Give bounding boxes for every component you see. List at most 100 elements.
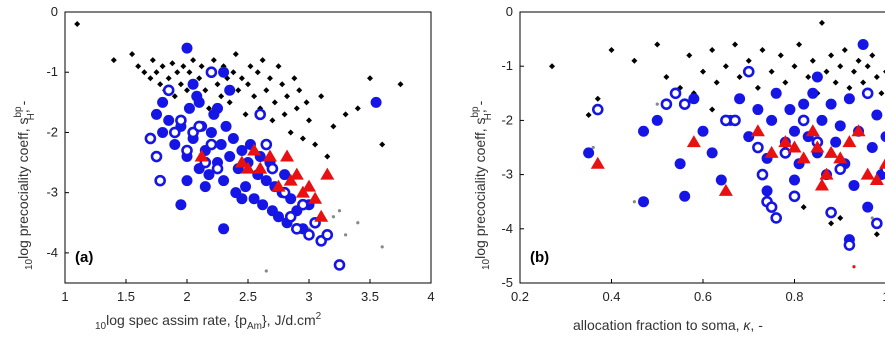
- panel-a-data-point-diamond: [306, 117, 312, 124]
- panel-a-data-point-diamond: [169, 60, 176, 67]
- panel-a-data-point-open-circle: [205, 66, 218, 79]
- panel-a-data-point-dot: [344, 233, 348, 237]
- panel-a-data-point-dot: [331, 215, 335, 219]
- panel-a-xlabel-sup: 2: [316, 311, 322, 322]
- panel-a-data-point-open-circle: [211, 162, 224, 175]
- panel-a-data-point-open-circle: [303, 229, 315, 241]
- panel-a-data-point-diamond: [318, 93, 325, 100]
- panel-a-x-tick-label: 1: [61, 289, 68, 304]
- panel-b-data-point-open-circle: [678, 98, 691, 110]
- panel-a-data-point-filled-circle: [203, 169, 215, 181]
- panel-a-label: (a): [75, 249, 93, 266]
- panel-a-y-tick-label: 0: [51, 4, 58, 19]
- panel-b-data-point-diamond: [878, 90, 885, 97]
- panel-a-data-point-open-circle: [266, 162, 279, 175]
- panel-b-data-point-diamond: [791, 63, 798, 70]
- panel-b-data-point-open-circle: [779, 147, 792, 159]
- panel-a-data-point-diamond: [397, 81, 404, 88]
- panel-a-data-point-triangle: [320, 167, 335, 180]
- panel-a-data-point-diamond: [129, 51, 136, 58]
- panel-b-data-point-diamond: [837, 63, 844, 70]
- panel-b-data-point-diamond: [608, 46, 615, 53]
- panel-a-y-tick-label: -3: [46, 185, 58, 200]
- panel-b-data-point-filled-circle: [651, 114, 663, 126]
- panel-a-data-point-diamond: [312, 141, 319, 148]
- panel-a-data-point-open-circle: [162, 84, 175, 97]
- panel-a-xlabel-post: }, J/d.cm: [262, 312, 316, 328]
- panel-b-data-point-triangle: [778, 135, 793, 148]
- panel-b-data-point-diamond: [663, 74, 670, 81]
- panel-b-data-point-filled-circle: [866, 142, 878, 153]
- panel-a-data-point-diamond: [186, 69, 193, 76]
- panel-a-data-point-diamond: [263, 87, 270, 94]
- panel-b-data-point-triangle: [869, 173, 884, 186]
- panel-a-data-point-filled-circle: [257, 199, 269, 211]
- panel-b-data-point-diamond: [759, 46, 766, 53]
- panel-a-data-point-triangle: [241, 161, 255, 174]
- panel-b-data-point-diamond: [722, 63, 729, 70]
- panel-b-data-point-filled-circle: [752, 104, 764, 116]
- panel-b-data-point-filled-circle: [798, 98, 810, 110]
- panel-a-data-point-filled-circle: [370, 96, 382, 108]
- panel-b-data-point-diamond: [709, 106, 716, 113]
- panel-b-data-point-diamond: [700, 68, 706, 75]
- panel-a-data-point-diamond: [230, 69, 237, 76]
- panel-a-data-point-filled-circle: [183, 102, 195, 114]
- panel-a-data-point-open-circle: [290, 223, 303, 235]
- panel-a-data-point-diamond: [324, 153, 331, 160]
- panel-a-data-point-dot: [380, 245, 384, 249]
- panel-b-data-point-diamond: [745, 57, 752, 64]
- panel-a-x-tick-label: 4: [427, 289, 434, 304]
- panel-a-data-point-diamond: [266, 75, 273, 82]
- panel-a-data-point-dot: [356, 221, 360, 225]
- panel-b-data-point-diamond: [796, 41, 803, 48]
- panel-b-data-point-triangle: [686, 135, 701, 148]
- panel-a-data-point-diamond: [287, 129, 294, 136]
- panel-b-data-point-triangle: [824, 145, 839, 158]
- panel-b-data-point-triangle: [796, 151, 811, 164]
- panel-b-data-point-diamond: [777, 52, 784, 59]
- panel-b-xlabel-main: allocation fraction to soma,: [573, 317, 743, 333]
- panel-b-data-point-triangle: [718, 183, 733, 196]
- panel-a-data-point-diamond: [157, 81, 164, 88]
- panel-a-data-point-diamond: [141, 69, 148, 76]
- panel-a-data-point-filled-circle: [218, 66, 230, 78]
- panel-a-data-point-dot: [264, 269, 268, 273]
- panel-a-data-point-diamond: [159, 63, 166, 70]
- panel-a-data-point-open-circle: [205, 138, 218, 151]
- panel-a-data-point-diamond: [135, 63, 142, 70]
- panel-a-data-point-open-circle: [169, 126, 181, 139]
- panel-a-data-point-diamond: [198, 63, 205, 70]
- panel-a-data-point-filled-circle: [218, 223, 230, 235]
- panel-a-ylabel-main: log precociality coeff, s: [15, 118, 31, 259]
- panel-a-data-point-filled-circle: [181, 42, 193, 54]
- panel-b-data-point-diamond: [873, 231, 880, 238]
- panel-a-data-point-triangle: [283, 173, 298, 186]
- panel-a-x-axis-label: 10log spec assim rate, {pAm}, J/d.cm2: [95, 311, 322, 332]
- panel-a-data-point-diamond: [165, 75, 172, 82]
- panel-a-data-point-diamond: [354, 105, 361, 112]
- panel-a-data-point-filled-circle: [205, 126, 217, 138]
- panel-a-data-point-triangle: [234, 155, 249, 168]
- panel-a-data-point-filled-circle: [157, 96, 169, 108]
- panel-b-data-point-filled-circle: [583, 147, 595, 159]
- panel-a-y-ticks: -4 -3 -2 -1 0: [46, 4, 69, 260]
- panel-a-data-point-diamond: [245, 81, 251, 88]
- panel-a-data-point-diamond: [205, 105, 212, 112]
- panel-b-data-point-open-circle: [825, 206, 837, 219]
- panel-a-ylabel-sub: H: [26, 113, 37, 120]
- panel-b-data-point-diamond: [837, 214, 844, 221]
- panel-a-data-point-filled-circle: [236, 193, 248, 205]
- panel-a-data-point-diamond: [210, 57, 217, 64]
- panel-a-data-point-diamond: [184, 87, 190, 94]
- panel-a-data-point-filled-circle: [224, 84, 236, 96]
- panel-a-data-point-diamond: [180, 63, 187, 70]
- panel-b-data-point-open-circle: [720, 114, 732, 127]
- panel-b-data-point-triangle: [764, 145, 779, 158]
- panel-b-x-axis-label: allocation fraction to soma, κ, -: [573, 317, 763, 333]
- panel-a-data-point-filled-circle: [224, 151, 236, 163]
- panel-b-data-point-diamond: [846, 84, 853, 91]
- panel-b-y-axis-label: 10log precociality coeff, sbp H, -: [470, 100, 494, 270]
- panel-b-data-point-filled-circle: [834, 120, 846, 132]
- panel-a-data-point-diamond: [171, 93, 178, 100]
